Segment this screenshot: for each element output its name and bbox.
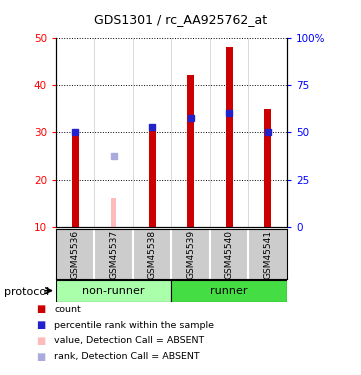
Text: count: count [54, 305, 81, 314]
Text: rank, Detection Call = ABSENT: rank, Detection Call = ABSENT [54, 352, 200, 361]
Bar [149, 128, 156, 227]
Text: GSM45540: GSM45540 [225, 230, 234, 279]
Text: GSM45536: GSM45536 [71, 230, 80, 279]
Bar [264, 108, 271, 227]
Text: ■: ■ [36, 304, 45, 314]
Text: GSM45539: GSM45539 [186, 230, 195, 279]
Text: protocol: protocol [4, 287, 49, 297]
Text: percentile rank within the sample: percentile rank within the sample [54, 321, 214, 330]
Text: GDS1301 / rc_AA925762_at: GDS1301 / rc_AA925762_at [94, 13, 267, 26]
Text: ■: ■ [36, 320, 45, 330]
Text: value, Detection Call = ABSENT: value, Detection Call = ABSENT [54, 336, 204, 345]
Text: GSM45541: GSM45541 [263, 230, 272, 279]
Bar [112, 198, 116, 227]
Text: non-runner: non-runner [82, 286, 145, 296]
Bar [56, 280, 171, 302]
Text: GSM45538: GSM45538 [148, 230, 157, 279]
Bar [171, 280, 287, 302]
Text: ■: ■ [36, 336, 45, 346]
Bar [226, 47, 233, 227]
Bar [72, 132, 79, 227]
Text: runner: runner [210, 286, 248, 296]
Bar [187, 75, 194, 227]
Text: ■: ■ [36, 352, 45, 362]
Text: GSM45537: GSM45537 [109, 230, 118, 279]
